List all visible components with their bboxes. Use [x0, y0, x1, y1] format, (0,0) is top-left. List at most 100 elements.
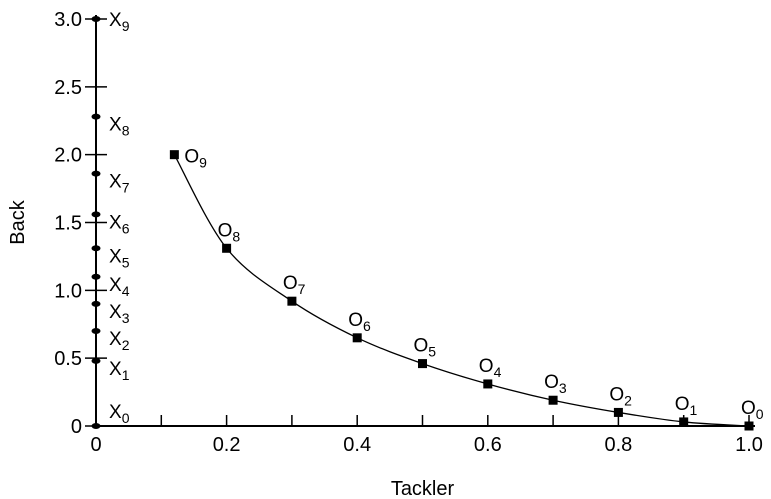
- y-ticks: 0 0.5 1.0 1.5 2.0 2.5 3.0: [54, 9, 107, 438]
- point-label: X2: [109, 329, 130, 353]
- point-label: O6: [348, 310, 371, 334]
- point-label-base: X: [109, 359, 122, 380]
- square-marker: [222, 243, 232, 253]
- point-label: O9: [184, 147, 207, 171]
- x-tick-label: 0.2: [213, 434, 241, 456]
- y-tick-label: 1.5: [54, 213, 82, 235]
- point-label-base: X: [109, 10, 122, 31]
- point-label: X7: [109, 172, 130, 196]
- y-axis-title: Back: [7, 199, 29, 244]
- point-label-subscript: 4: [122, 283, 130, 299]
- x-tick-label: 1.0: [735, 434, 763, 456]
- point-label: X4: [109, 275, 130, 299]
- x-tick-label: 0.8: [604, 434, 632, 456]
- point-label: X8: [109, 115, 130, 139]
- point-label-subscript: 5: [122, 254, 130, 270]
- point-label-base: O: [414, 336, 429, 357]
- square-marker: [613, 407, 623, 417]
- point-label: X0: [109, 402, 130, 426]
- square-marker: [679, 417, 689, 427]
- point-label-base: O: [218, 220, 233, 241]
- x-ticks: 0 0.2 0.4 0.6 0.8 1.0: [90, 415, 763, 456]
- x-tick-label: 0: [90, 434, 101, 456]
- point-label: O8: [218, 220, 241, 244]
- dot-marker: [91, 273, 101, 280]
- point-label: O2: [609, 384, 632, 408]
- square-marker: [287, 296, 297, 306]
- dot-marker: [91, 211, 101, 218]
- dot-marker: [91, 328, 101, 335]
- point-label: X6: [109, 212, 130, 236]
- point-label-base: X: [109, 275, 122, 296]
- point-label-base: X: [109, 402, 122, 423]
- point-label-base: O: [348, 310, 363, 331]
- x-axis-title: Tackler: [391, 478, 455, 499]
- point-label-subscript: 7: [122, 180, 130, 196]
- square-marker: [418, 359, 427, 369]
- point-label-base: X: [109, 329, 122, 350]
- square-marker: [548, 395, 558, 405]
- point-label-base: O: [544, 372, 559, 393]
- x-tick-label: 0.6: [474, 434, 502, 456]
- point-label-base: X: [109, 246, 122, 267]
- y-tick-label: 2.0: [54, 145, 82, 167]
- point-label: O0: [741, 398, 764, 422]
- point-label: X3: [109, 302, 130, 326]
- point-label-base: O: [741, 398, 756, 419]
- point-label-base: O: [675, 394, 690, 415]
- point-label-subscript: 6: [122, 220, 130, 236]
- y-tick-label: 0: [71, 416, 82, 438]
- point-label: X1: [109, 359, 130, 383]
- point-label-subscript: 4: [494, 364, 502, 380]
- markers: [91, 16, 754, 431]
- point-label-subscript: 6: [363, 318, 371, 334]
- x-tick-label: 0.4: [343, 434, 371, 456]
- dot-marker: [91, 357, 101, 364]
- point-label: X5: [109, 246, 130, 270]
- point-label: O1: [675, 394, 698, 418]
- dot-marker: [91, 423, 101, 429]
- point-label-subscript: 8: [232, 228, 240, 244]
- point-label-base: O: [283, 273, 298, 294]
- point-label-base: O: [184, 147, 199, 168]
- point-label-subscript: 3: [122, 310, 130, 326]
- point-label: O3: [544, 372, 567, 396]
- point-label-subscript: 9: [122, 18, 130, 34]
- square-marker: [352, 333, 362, 343]
- point-label-subscript: 0: [756, 406, 764, 422]
- y-tick-label: 1.0: [54, 280, 82, 302]
- point-label: O7: [283, 273, 306, 297]
- point-label-base: X: [109, 115, 122, 136]
- point-label-subscript: 7: [298, 281, 306, 297]
- point-label-subscript: 9: [199, 155, 207, 171]
- point-label-subscript: 8: [122, 123, 130, 139]
- point-label: O4: [479, 356, 502, 380]
- dot-marker: [91, 113, 101, 120]
- point-label-base: X: [109, 212, 122, 233]
- series-line: [173, 154, 750, 427]
- y-tick-label: 0.5: [54, 348, 82, 370]
- point-label-base: X: [109, 172, 122, 193]
- point-label: O5: [414, 336, 437, 360]
- curves: [173, 154, 750, 427]
- square-marker: [744, 421, 754, 431]
- point-label-subscript: 2: [624, 392, 632, 408]
- point-label-base: X: [109, 302, 122, 323]
- y-tick-label: 2.5: [54, 77, 82, 99]
- point-label-subscript: 1: [689, 402, 697, 418]
- point-label-subscript: 1: [122, 367, 130, 383]
- point-label-base: O: [479, 356, 494, 377]
- point-label: X9: [109, 10, 130, 34]
- point-label-subscript: 2: [122, 337, 130, 353]
- square-marker: [169, 150, 179, 160]
- dot-marker: [91, 16, 101, 22]
- dot-marker: [91, 245, 101, 252]
- point-label-base: O: [609, 384, 624, 405]
- square-marker: [483, 379, 493, 389]
- point-label-subscript: 5: [428, 344, 436, 360]
- point-label-subscript: 3: [559, 380, 567, 396]
- dot-marker: [91, 300, 101, 307]
- point-label-subscript: 0: [122, 410, 130, 426]
